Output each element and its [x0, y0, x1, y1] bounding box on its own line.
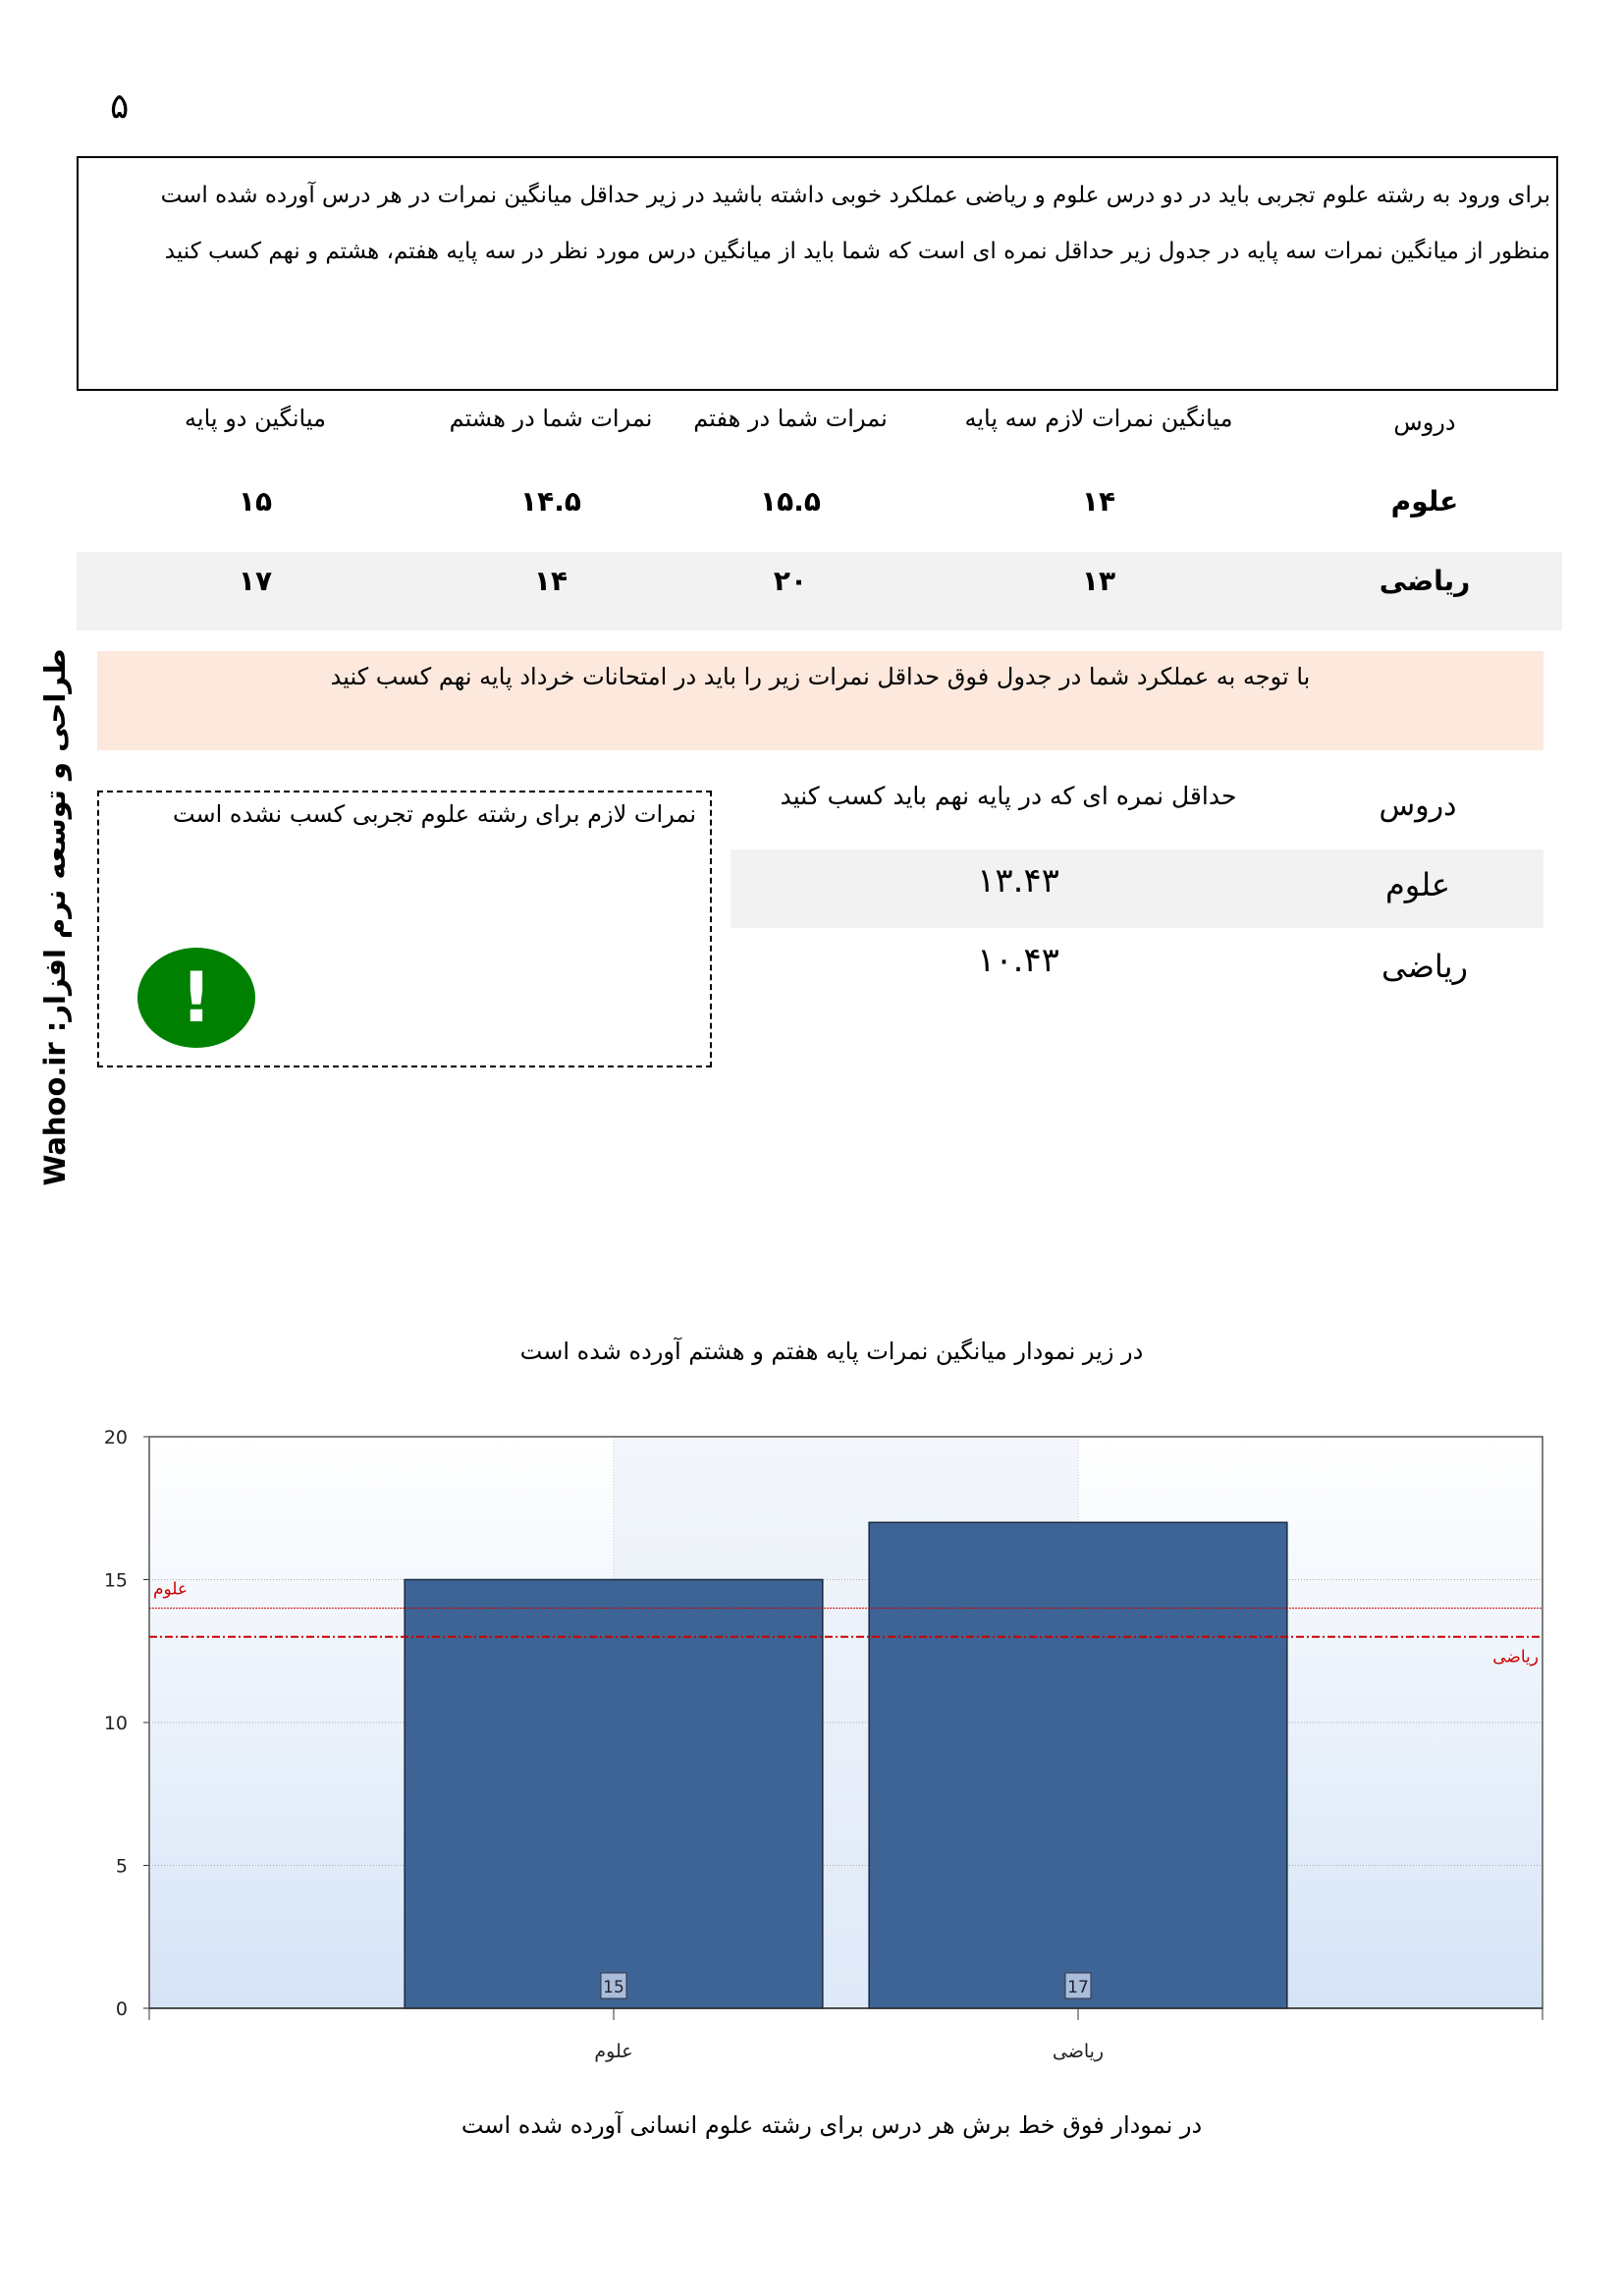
header-seventh: نمرات شما در هفتم: [693, 405, 888, 432]
bar: [868, 1521, 1288, 2009]
y-tick-label: 15: [104, 1570, 128, 1592]
row-subject: ریاضی: [1381, 948, 1468, 985]
row-seventh: ۱۵.۵: [760, 485, 821, 518]
row-subject: ریاضی: [1379, 565, 1471, 597]
row-min-grade: ۱۰.۴۳: [977, 941, 1059, 980]
bar: [404, 1578, 824, 2009]
x-tick-label: ریاضی: [1053, 2041, 1104, 2062]
x-tick-label: علوم: [594, 2041, 632, 2062]
header-eighth: نمرات شما در هشتم: [449, 405, 653, 432]
row-eighth: ۱۴.۵: [520, 485, 581, 518]
reference-line-label: علوم: [153, 1580, 188, 1600]
row-min-grade: ۱۳.۴۳: [977, 861, 1059, 901]
y-tick-label: 0: [116, 1998, 128, 2020]
warning-text: نمرات لازم برای رشته علوم تجربی کسب نشده…: [172, 800, 696, 828]
row-two-year-avg: ۱۷: [238, 565, 273, 597]
data-label-box: [1064, 1972, 1092, 1999]
header-subjects: دروس: [1393, 409, 1456, 436]
row-required-avg: ۱۳: [1081, 565, 1116, 597]
chart-footer: در نمودار فوق خط برش هر درس برای رشته عل…: [460, 2111, 1203, 2139]
header-required-avg: میانگین نمرات لازم سه پایه: [964, 405, 1233, 432]
side-credit: طراحی و توسعه نرم افزار: Wahoo.ir: [38, 648, 72, 1186]
intro-box: برای ورود به رشته علوم تجربی باید در دو …: [77, 156, 1558, 391]
data-label: 15: [603, 1978, 624, 1997]
exclamation-circle-icon: !: [137, 948, 255, 1048]
header-subjects: دروس: [1379, 789, 1457, 823]
page-number: ۵: [110, 86, 130, 127]
data-label: 17: [1067, 1978, 1089, 1997]
data-label-box: [600, 1972, 627, 1999]
intro-paragraph-2: منظور از میانگین نمرات سه پایه در جدول ز…: [164, 239, 1550, 264]
header-two-year-avg: میانگین دو پایه: [185, 405, 326, 432]
y-tick-label: 10: [104, 1713, 128, 1734]
table-row-shade: [731, 849, 1543, 928]
row-seventh: ۲۰: [773, 565, 808, 597]
row-required-avg: ۱۴: [1081, 485, 1116, 518]
header-min-grade: حداقل نمره ای که در پایه نهم باید کسب کن…: [780, 782, 1237, 810]
row-two-year-avg: ۱۵: [238, 485, 273, 518]
bar-chart: 0 5 10 15 20 15 علوم 17 ریاضی علوم ریاضی: [104, 1427, 1543, 2062]
y-tick-label: 20: [104, 1427, 128, 1449]
intro-paragraph-1: برای ورود به رشته علوم تجربی باید در دو …: [160, 183, 1550, 208]
y-tick-label: 5: [116, 1856, 128, 1878]
table-row-shade: [77, 552, 1562, 630]
reference-line-label: ریاضی: [1492, 1648, 1539, 1667]
warning-box: نمرات لازم برای رشته علوم تجربی کسب نشده…: [97, 791, 712, 1067]
row-subject: علوم: [1384, 866, 1451, 903]
row-eighth: ۱۴: [533, 565, 568, 597]
chart-caption: در زیر نمودار میانگین نمرات پایه هفتم و …: [519, 1338, 1144, 1365]
notice-banner: با توجه به عملکرد شما در جدول فوق حداقل …: [97, 651, 1543, 750]
row-subject: علوم: [1390, 485, 1459, 518]
